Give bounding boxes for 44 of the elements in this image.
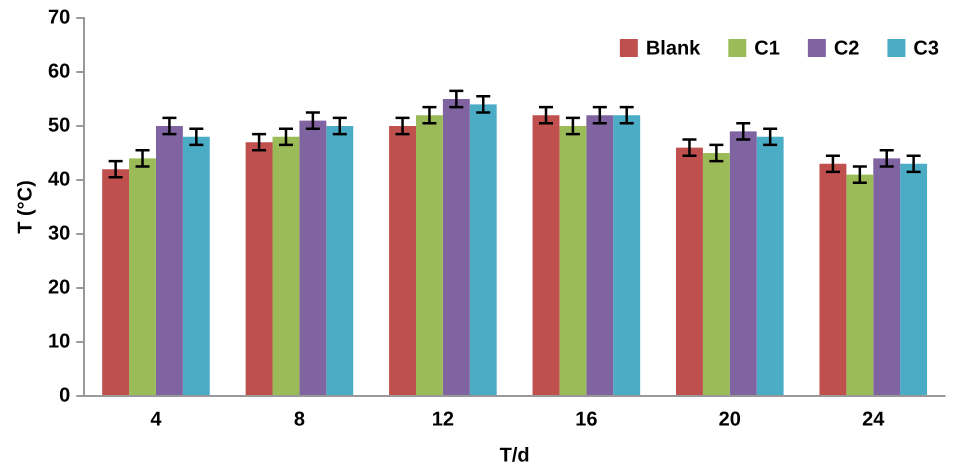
x-axis-title: T/d [500,444,530,467]
legend-label: C1 [754,38,780,60]
bar [102,169,130,395]
bar [532,115,560,395]
bar [299,120,326,395]
x-tick-label: 20 [718,408,741,431]
y-tick-label: 60 [48,60,70,83]
y-tick-label: 20 [48,276,70,299]
bar [900,164,928,395]
bar [246,142,273,395]
bar [416,115,443,395]
bar [586,115,614,395]
legend-label: C3 [913,38,940,60]
x-tick-label: 12 [432,408,454,431]
y-axis-title: T (°C) [14,180,37,234]
y-tick-label: 30 [48,222,70,245]
x-tick-label: 16 [575,408,598,431]
x-tick-label: 24 [862,408,886,431]
bar [272,136,300,395]
y-tick-label: 70 [48,6,70,29]
bar [470,104,497,395]
y-tick-label: 10 [48,330,70,353]
y-tick-label: 40 [48,168,70,191]
y-tick-label: 50 [48,114,70,137]
bar [442,99,470,395]
x-tick-label: 8 [294,408,305,431]
bar [156,126,183,395]
bar [182,136,210,395]
x-tick-label: 4 [150,408,162,431]
legend-label: C2 [834,38,860,60]
bar [819,164,846,395]
y-tick-label: 0 [59,384,70,407]
legend-label: Blank [646,38,702,60]
bar [326,126,354,395]
bar [702,153,730,395]
bar [559,126,586,395]
bar [613,115,640,395]
bar [129,158,156,395]
bar [389,126,416,395]
bar [846,174,874,395]
bar [730,131,757,395]
bar [756,136,784,395]
bar [676,148,703,395]
bar [873,158,900,395]
